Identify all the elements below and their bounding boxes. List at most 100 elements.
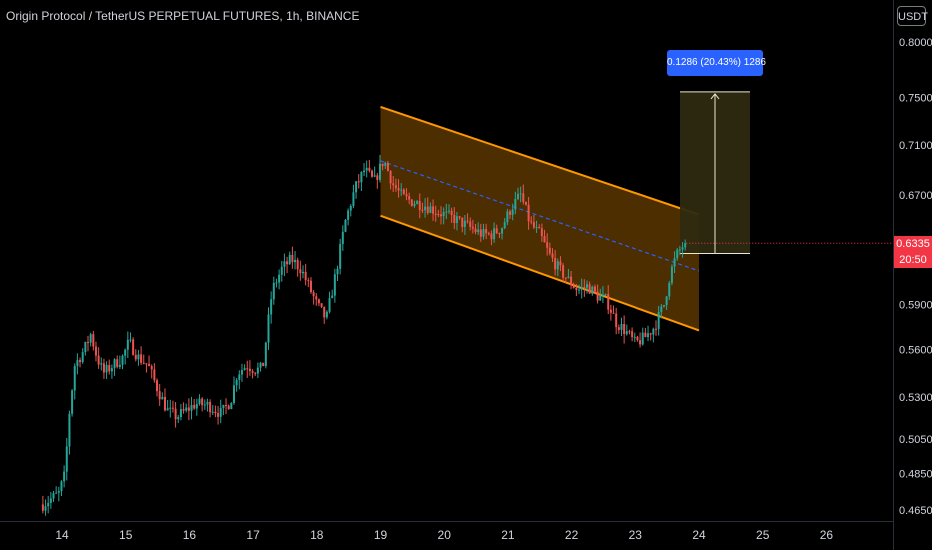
x-tick-label: 22 <box>565 528 579 542</box>
candle-up <box>585 280 588 294</box>
candle-body <box>79 360 82 363</box>
candle-body <box>567 276 570 278</box>
candle-body <box>254 372 257 374</box>
y-tick-label: 0.4850 <box>899 469 932 481</box>
candle-body <box>280 266 283 275</box>
candle-up <box>477 222 480 235</box>
candle-body <box>232 385 235 403</box>
candle-body <box>312 292 315 297</box>
candle-body <box>662 305 665 307</box>
candle-body <box>124 349 127 356</box>
candle-down <box>201 397 204 412</box>
candle-down <box>644 327 647 338</box>
y-tick-label: 0.7500 <box>899 93 932 105</box>
candle-body <box>190 404 193 411</box>
candle-body <box>617 327 620 330</box>
candle-up <box>599 288 602 301</box>
candle-down <box>583 279 586 297</box>
candle-down <box>145 363 148 373</box>
candle-up <box>129 332 132 343</box>
x-tick-label: 23 <box>629 528 643 542</box>
candle-body <box>516 193 519 199</box>
candle-body <box>416 201 419 204</box>
candle-up <box>519 186 522 203</box>
candle-body <box>660 306 663 313</box>
candle-body <box>389 170 392 184</box>
currency-button[interactable]: USDT <box>897 6 928 26</box>
candle-down <box>469 217 472 231</box>
candle-body <box>238 374 241 380</box>
candle-body <box>171 407 174 409</box>
candle-down <box>97 347 100 369</box>
candle-body <box>543 236 546 243</box>
candle-down <box>296 257 299 277</box>
candle-up <box>283 253 286 277</box>
candle-body <box>246 368 249 370</box>
y-tick-label: 0.5050 <box>899 434 932 446</box>
candle-body <box>108 364 111 372</box>
candle-up <box>203 399 206 410</box>
candle-down <box>498 232 501 239</box>
candle-body <box>527 204 530 222</box>
candle-body <box>235 379 238 386</box>
candle-body <box>418 201 421 210</box>
candle-body <box>336 268 339 275</box>
candle-body <box>559 261 562 266</box>
candle-up <box>55 486 58 494</box>
candle-up <box>347 208 350 226</box>
price-range-measure[interactable] <box>680 91 750 255</box>
candle-body <box>339 243 342 269</box>
candle-body <box>538 227 541 229</box>
descending-channel[interactable] <box>380 105 700 332</box>
candle-body <box>578 289 581 291</box>
candle-up <box>232 376 235 405</box>
candle-down <box>386 160 389 172</box>
candle-up <box>126 331 129 359</box>
candle-body <box>386 163 389 171</box>
candle-down <box>615 307 618 335</box>
candle-body <box>179 409 182 418</box>
candle-body <box>105 364 108 373</box>
candle-body <box>463 220 466 227</box>
candle-body <box>532 222 535 228</box>
candle-body <box>392 183 395 186</box>
candle-body <box>585 284 588 288</box>
candle-body <box>126 339 129 350</box>
candle-body <box>514 198 517 210</box>
candle-body <box>357 181 360 183</box>
candle-down <box>79 357 82 368</box>
candle-up <box>341 225 344 251</box>
candle-down <box>649 332 652 341</box>
x-tick-label: 26 <box>820 528 834 542</box>
candle-body <box>665 296 668 306</box>
candle-body <box>349 205 352 211</box>
candle-up <box>222 404 225 416</box>
candle-up <box>110 364 113 379</box>
candle-down <box>562 263 565 282</box>
candle-body <box>596 291 599 301</box>
candle-down <box>163 388 166 412</box>
candle-body <box>471 226 474 229</box>
candle-down <box>304 263 307 286</box>
candle-up <box>501 227 504 240</box>
channel-fill <box>380 106 699 331</box>
candle-body <box>482 229 485 237</box>
candle-body <box>657 312 660 330</box>
candle-body <box>609 309 612 313</box>
candle-body <box>209 401 212 413</box>
candle-up <box>333 268 336 303</box>
candle-up <box>89 332 92 347</box>
candle-down <box>389 170 392 190</box>
candle-up <box>352 184 355 209</box>
candle-up <box>113 358 116 376</box>
candle-body <box>453 214 456 223</box>
candle-down <box>153 363 156 383</box>
candle-up <box>166 400 169 411</box>
candle-down <box>554 249 557 276</box>
candle-body <box>363 170 366 173</box>
candle-body <box>52 493 55 499</box>
candle-up <box>44 499 47 516</box>
candle-body <box>503 222 506 229</box>
candle-up <box>118 355 121 370</box>
